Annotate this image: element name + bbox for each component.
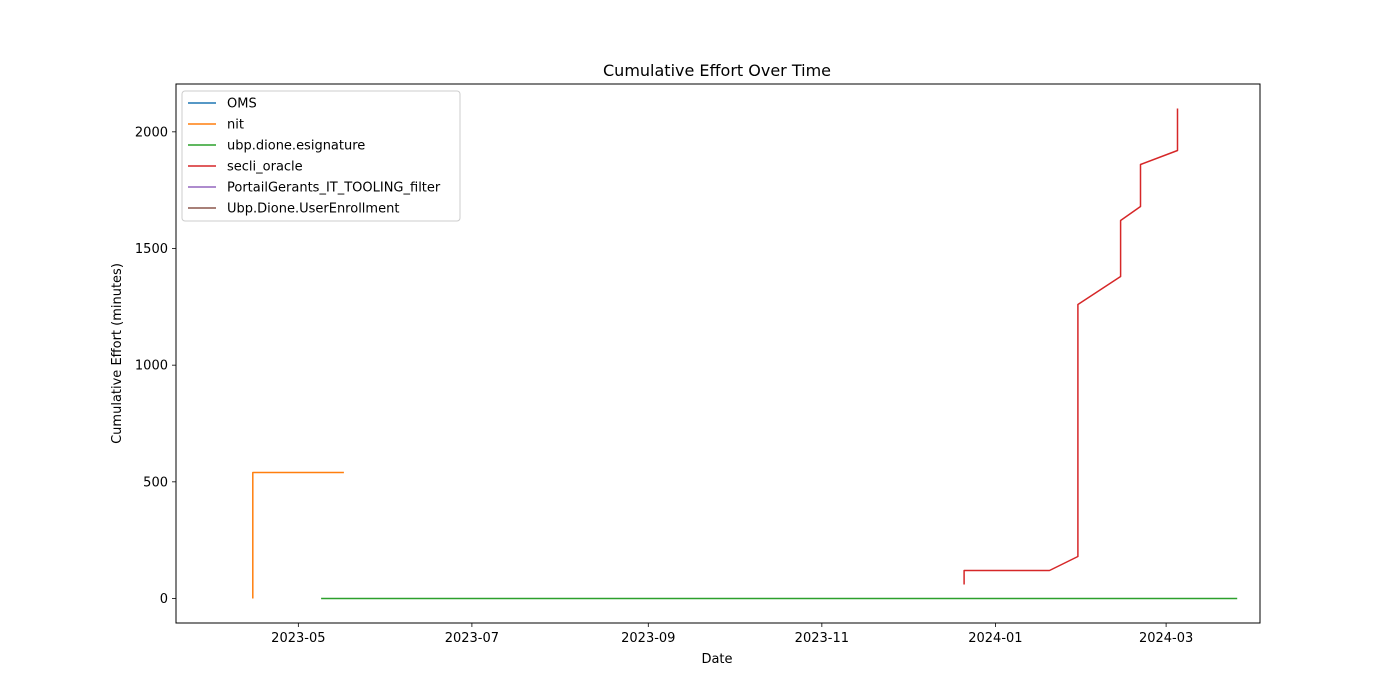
y-tick-label: 0	[160, 592, 168, 607]
y-tick-label: 500	[143, 475, 168, 490]
legend-label-4: PortailGerants_IT_TOOLING_filter	[227, 181, 441, 196]
y-tick-label: 1000	[135, 359, 168, 374]
legend-label-1: nit	[227, 118, 244, 133]
x-tick-label: 2023-11	[795, 631, 849, 646]
plot-area	[252, 108, 1238, 600]
plot-frame	[175, 83, 1261, 624]
x-tick-label: 2023-09	[621, 631, 675, 646]
legend-label-3: secli_oracle	[227, 160, 303, 175]
legend: OMS nit ubp.dione.esignature secli_oracle Po…	[181, 90, 461, 222]
series-line-3	[963, 108, 1179, 585]
y-axis: 0 500 1000 1500 2000	[135, 125, 176, 607]
x-axis: 2023-05 2023-07 2023-09 2023-11 2024-01 2024-…	[271, 623, 1193, 646]
legend-box	[181, 90, 461, 222]
series-line-1	[252, 471, 344, 599]
y-tick-label: 2000	[135, 125, 168, 140]
chart-title: Cumulative Effort Over Time	[603, 61, 831, 80]
x-tick-label: 2023-05	[271, 631, 325, 646]
legend-label-0: OMS	[227, 97, 257, 112]
x-tick-label: 2024-01	[968, 631, 1022, 646]
y-axis-label: Cumulative Effort (minutes)	[110, 263, 125, 444]
x-tick-label: 2023-07	[445, 631, 499, 646]
legend-label-5: Ubp.Dione.UserEnrollment	[227, 202, 399, 217]
y-tick-label: 1500	[135, 242, 168, 257]
x-axis-label: Date	[701, 652, 732, 667]
x-tick-label: 2024-03	[1139, 631, 1193, 646]
legend-label-2: ubp.dione.esignature	[227, 139, 365, 154]
